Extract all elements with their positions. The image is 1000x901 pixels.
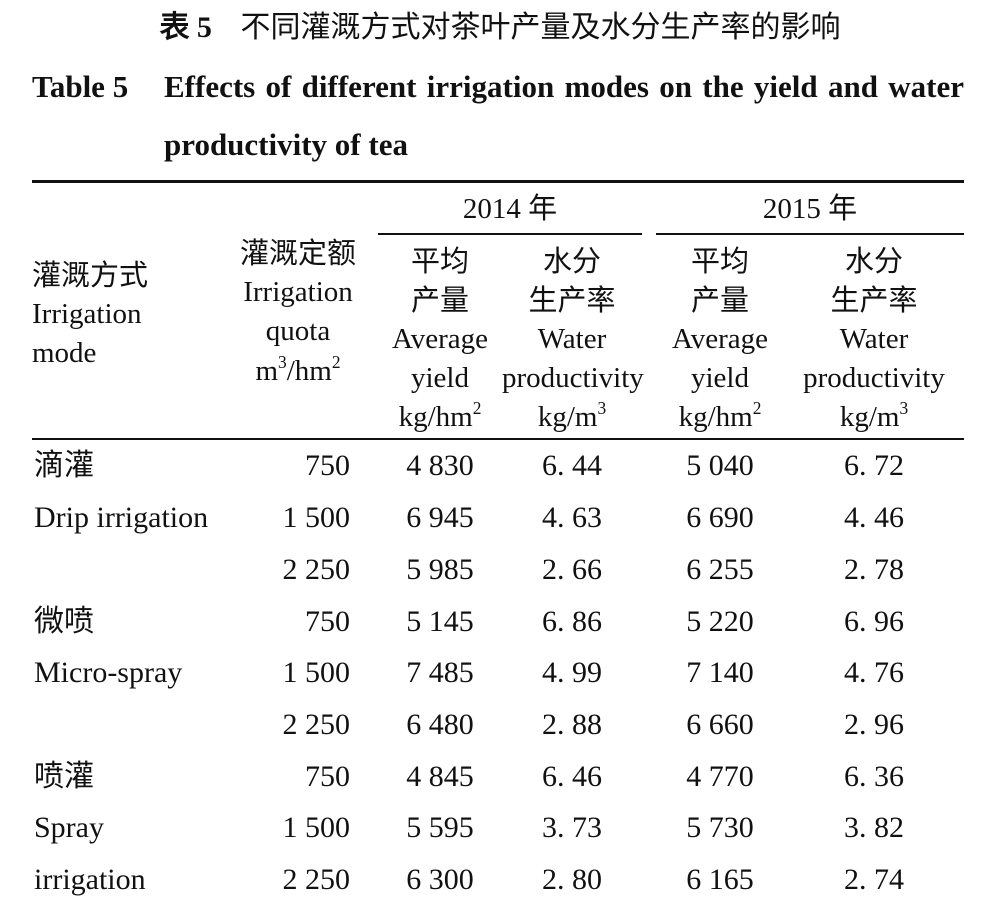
- header-yield-2015-en1: Average: [671, 323, 769, 355]
- yield-2015-cell: 7 140: [686, 656, 754, 689]
- header-mode-en2: mode: [32, 337, 97, 369]
- wp-2015-cell: 2. 74: [844, 863, 904, 896]
- header-quota-cn: 灌溉定额: [239, 236, 356, 270]
- header-yield-2014-en2: yield: [411, 362, 469, 394]
- header-quota-en2: quota: [265, 315, 331, 347]
- wp-2015-cell: 6. 96: [844, 605, 904, 638]
- mode-cell: 微喷: [34, 604, 94, 639]
- yield-2015-cell: 6 660: [686, 708, 754, 741]
- yield-2015-cell: 4 770: [686, 760, 754, 793]
- yield-2014-cell: 4 830: [406, 449, 474, 482]
- quota-cell: 750: [305, 449, 350, 482]
- header-wp-2015-en1: Water: [839, 323, 909, 355]
- wp-2015-cell: 6. 72: [844, 449, 904, 482]
- header-wp-2014-unit: kg/m3: [537, 397, 607, 433]
- yield-2015-cell: 5 730: [686, 811, 754, 844]
- header-mode-en1: Irrigation: [32, 298, 142, 330]
- header-wp-2015-cn1: 水分: [844, 244, 903, 278]
- mode-cell: Micro-spray: [34, 656, 183, 689]
- header-wp-2015-unit: kg/m3: [839, 397, 909, 433]
- wp-2014-cell: 2. 88: [542, 708, 602, 741]
- header-yield-2015-cn2: 产量: [690, 283, 749, 317]
- caption-chinese: 表 5 不同灌溉方式对茶叶产量及水分生产率的影响: [0, 6, 1000, 50]
- mode-cell: Drip irrigation: [34, 501, 209, 534]
- wp-2014-cell: 3. 73: [542, 811, 602, 844]
- yield-2014-cell: 6 300: [406, 863, 474, 896]
- year2-rule: [656, 233, 964, 235]
- header-year-2014: 2014 年: [462, 193, 558, 225]
- header-yield-2014-cn1: 平均: [410, 244, 469, 278]
- yield-2014-cell: 7 485: [406, 656, 474, 689]
- header-wp-2014-cn1: 水分: [542, 244, 601, 278]
- header-wp-2015-en2: productivity: [803, 362, 945, 394]
- yield-2014-cell: 6 945: [406, 501, 474, 534]
- caption-en-label: Table 5: [32, 69, 129, 104]
- wp-2014-cell: 6. 46: [542, 760, 602, 793]
- header-yield-2015-unit: kg/hm2: [678, 397, 762, 433]
- quota-cell: 1 500: [282, 656, 351, 689]
- yield-2015-cell: 6 255: [686, 553, 754, 586]
- quota-cell: 1 500: [282, 501, 351, 534]
- header-quota-unit: m3/hm2: [255, 351, 341, 387]
- year1-rule: [378, 233, 642, 235]
- yield-2014-cell: 5 145: [406, 605, 474, 638]
- header-wp-2015-cn2: 生产率: [830, 283, 918, 317]
- quota-cell: 2 250: [282, 708, 351, 741]
- wp-2014-cell: 4. 99: [542, 656, 602, 689]
- yield-2014-cell: 5 985: [406, 553, 474, 586]
- yield-2014-cell: 4 845: [406, 760, 474, 793]
- caption-cn-label: 表 5: [159, 11, 212, 44]
- wp-2015-cell: 4. 76: [844, 656, 904, 689]
- mode-cell: 滴灌: [34, 448, 94, 483]
- quota-cell: 750: [305, 605, 350, 638]
- mode-cell: Spray: [34, 811, 104, 844]
- yield-2015-cell: 5 040: [686, 449, 754, 482]
- header-wp-2014-cn2: 生产率: [528, 283, 616, 317]
- header-yield-2015-cn1: 平均: [690, 244, 749, 278]
- header-mode-cn: 灌溉方式: [32, 258, 149, 292]
- wp-2014-cell: 2. 80: [542, 863, 602, 896]
- header-wp-2014-en2: productivity: [502, 362, 644, 394]
- mode-cell: 喷灌: [34, 759, 94, 794]
- header-year-2015: 2015 年: [762, 193, 858, 225]
- top-rule: [32, 180, 964, 183]
- wp-2014-cell: 2. 66: [542, 553, 602, 586]
- header-wp-2014-en1: Water: [537, 323, 607, 355]
- wp-2014-cell: 6. 44: [542, 449, 602, 482]
- yield-2014-cell: 6 480: [406, 708, 474, 741]
- yield-2015-cell: 5 220: [686, 605, 754, 638]
- quota-cell: 750: [305, 760, 350, 793]
- header-yield-2014-cn2: 产量: [410, 283, 469, 317]
- caption-en-title-line1: Effects of different irrigation modes on…: [164, 69, 964, 104]
- quota-cell: 2 250: [282, 553, 351, 586]
- wp-2015-cell: 3. 82: [844, 811, 904, 844]
- header-yield-2014-en1: Average: [391, 323, 489, 355]
- mode-cell: irrigation: [34, 863, 146, 896]
- header-rule: [32, 438, 964, 440]
- wp-2015-cell: 4. 46: [844, 501, 904, 534]
- yield-2015-cell: 6 165: [686, 863, 754, 896]
- wp-2015-cell: 2. 78: [844, 553, 904, 586]
- header-yield-2015-en2: yield: [691, 362, 749, 394]
- yield-2014-cell: 5 595: [406, 811, 474, 844]
- wp-2014-cell: 4. 63: [542, 501, 602, 534]
- caption-cn-title: 不同灌溉方式对茶叶产量及水分生产率的影响: [240, 10, 841, 45]
- yield-2015-cell: 6 690: [686, 501, 754, 534]
- quota-cell: 1 500: [282, 811, 351, 844]
- caption-en-title-line2: productivity of tea: [164, 127, 408, 162]
- wp-2015-cell: 2. 96: [844, 708, 904, 741]
- wp-2015-cell: 6. 36: [844, 760, 904, 793]
- quota-cell: 2 250: [282, 863, 351, 896]
- header-yield-2014-unit: kg/hm2: [398, 397, 482, 433]
- header-quota-en1: Irrigation: [243, 276, 353, 308]
- wp-2014-cell: 6. 86: [542, 605, 602, 638]
